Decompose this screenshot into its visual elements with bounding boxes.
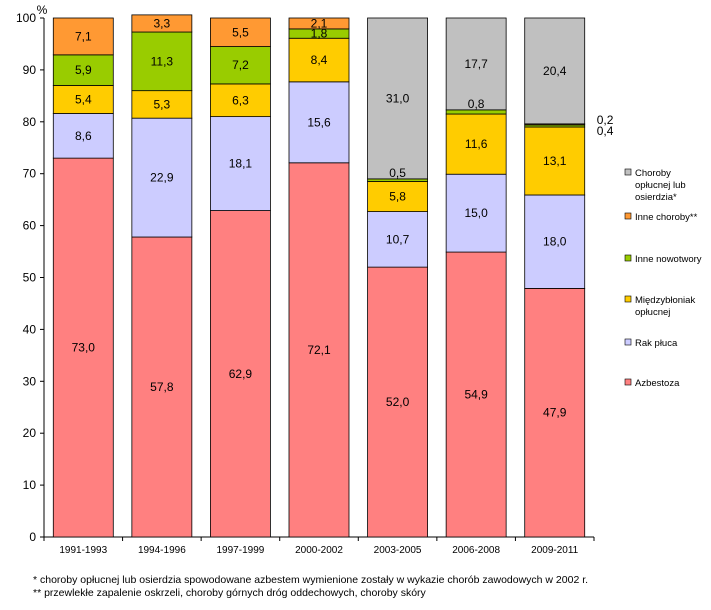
data-label: 17,7 bbox=[464, 57, 488, 71]
data-label: 0,5 bbox=[389, 166, 406, 180]
y-tick-label: 50 bbox=[23, 271, 37, 285]
legend-label: opłucnej bbox=[635, 307, 670, 318]
legend-swatch bbox=[624, 212, 632, 220]
bar-segment bbox=[131, 90, 193, 119]
data-label: 8,6 bbox=[75, 129, 92, 143]
x-tick-label: 1994-1996 bbox=[138, 545, 186, 556]
bar-segment bbox=[131, 236, 193, 538]
x-tick-label: 1997-1999 bbox=[217, 545, 265, 556]
data-label: 73,0 bbox=[72, 341, 96, 355]
data-label: 5,8 bbox=[389, 190, 406, 204]
data-label: 0,2 bbox=[597, 113, 614, 127]
bar-segment bbox=[445, 17, 507, 111]
data-label: 7,2 bbox=[232, 58, 249, 72]
data-label: 5,9 bbox=[75, 63, 92, 77]
data-label: 2,1 bbox=[311, 16, 328, 30]
data-label: 6,3 bbox=[232, 93, 249, 107]
data-label: 5,3 bbox=[154, 97, 171, 111]
data-label: 54,9 bbox=[464, 388, 488, 402]
data-label: 18,1 bbox=[229, 157, 253, 171]
legend-swatch bbox=[624, 295, 632, 303]
data-label: 15,0 bbox=[464, 206, 488, 220]
legend-swatch bbox=[624, 338, 632, 346]
data-label: 31,0 bbox=[386, 91, 410, 105]
bar-segment bbox=[52, 157, 114, 538]
data-label: 20,4 bbox=[543, 64, 567, 78]
bar-segment bbox=[210, 17, 271, 47]
x-tick-label: 2006-2008 bbox=[452, 545, 500, 556]
bar-segment bbox=[210, 210, 271, 538]
data-label: 0,4 bbox=[597, 124, 614, 138]
y-tick-label: 10 bbox=[23, 478, 37, 492]
data-label: 10,7 bbox=[386, 232, 410, 246]
legend-swatch bbox=[624, 254, 632, 262]
data-label: 11,3 bbox=[151, 54, 174, 68]
bar-segment bbox=[52, 17, 114, 56]
x-tick-label: 2000-2002 bbox=[295, 545, 343, 556]
bar-segment bbox=[524, 126, 586, 196]
y-tick-label: 20 bbox=[23, 426, 37, 440]
bar-segment bbox=[288, 81, 350, 164]
data-label: 18,0 bbox=[543, 235, 567, 249]
data-label: 57,8 bbox=[150, 380, 174, 394]
bar-segment bbox=[445, 251, 507, 538]
legend-label: Azbestoza bbox=[635, 378, 680, 389]
bar-segment bbox=[288, 162, 350, 538]
legend-label: Choroby bbox=[635, 168, 671, 179]
legend-label: opłucnej lub bbox=[635, 180, 686, 191]
data-label: 3,3 bbox=[154, 16, 171, 30]
data-label: 0,8 bbox=[468, 97, 485, 111]
y-tick-label: 30 bbox=[23, 374, 37, 388]
bar-segment bbox=[131, 14, 193, 33]
data-label: 13,1 bbox=[543, 154, 567, 168]
bar-segment bbox=[445, 173, 507, 253]
data-label: 52,0 bbox=[386, 395, 410, 409]
bar-segment bbox=[367, 17, 428, 180]
y-tick-label: 100 bbox=[16, 11, 36, 25]
bar-segment bbox=[131, 31, 193, 92]
y-tick-label: 80 bbox=[23, 115, 37, 129]
data-label: 62,9 bbox=[229, 367, 253, 381]
data-label: 5,4 bbox=[75, 92, 92, 106]
bar-segment bbox=[52, 113, 114, 159]
y-tick-label: 40 bbox=[23, 322, 37, 336]
x-tick-label: 2003-2005 bbox=[374, 545, 422, 556]
bar-segment bbox=[367, 211, 428, 268]
data-label: 8,4 bbox=[311, 53, 328, 67]
bar-segment bbox=[524, 287, 586, 538]
stacked-bar-chart: 0 10 20 30 40 50 60 70 80 90 100% 1991-1993 1994-199… bbox=[16, 3, 702, 556]
legend-swatch bbox=[624, 378, 632, 386]
bar-segment bbox=[367, 266, 428, 538]
bar-segment bbox=[210, 83, 271, 118]
data-label: 72,1 bbox=[307, 343, 331, 357]
y-tick-label: 70 bbox=[23, 167, 37, 181]
bar-segment bbox=[524, 17, 586, 125]
data-label: 22,9 bbox=[150, 171, 174, 185]
data-label: 11,6 bbox=[465, 137, 488, 151]
footnotes: * choroby opłucnej lub osierdzia spowodo… bbox=[33, 574, 588, 600]
data-label: 1,8 bbox=[311, 27, 328, 41]
legend-label: osierdzia* bbox=[635, 192, 677, 203]
data-label: 47,9 bbox=[543, 406, 567, 420]
data-label: 15,6 bbox=[307, 115, 331, 129]
data-label: 7,1 bbox=[75, 29, 92, 43]
bar-segment bbox=[210, 46, 271, 85]
legend-label: Międzybłoniak bbox=[635, 295, 695, 306]
legend-label: Inne choroby** bbox=[635, 212, 698, 223]
bar-segment bbox=[288, 17, 350, 30]
legend-label: Rak płuca bbox=[635, 338, 678, 349]
footnote-1: * choroby opłucnej lub osierdzia spowodo… bbox=[33, 574, 589, 586]
bar-segment bbox=[131, 117, 193, 238]
x-tick-label: 1991-1993 bbox=[59, 545, 107, 556]
y-tick-label: 0 bbox=[29, 530, 36, 544]
legend-swatch bbox=[624, 168, 632, 176]
data-label: 5,5 bbox=[232, 25, 249, 39]
x-tick-label: 2009-2011 bbox=[531, 545, 579, 556]
y-tick-label: 90 bbox=[23, 63, 37, 77]
footnote-2: ** przewlekłe zapalenie oskrzeli, chorob… bbox=[33, 587, 426, 599]
bar-segment bbox=[288, 37, 350, 83]
y-tick-label: 60 bbox=[23, 219, 37, 233]
y-axis-label: % bbox=[37, 3, 48, 17]
legend-label: Inne nowotwory bbox=[635, 254, 702, 265]
